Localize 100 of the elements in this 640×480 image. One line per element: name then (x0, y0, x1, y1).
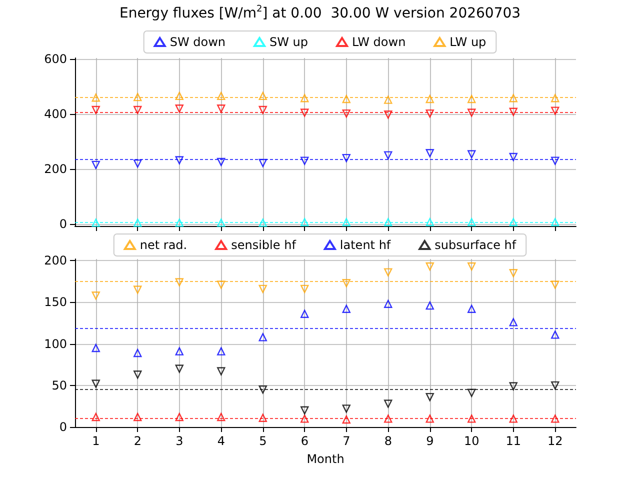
point (551, 94, 560, 102)
point (468, 108, 476, 117)
point (509, 152, 518, 162)
x-tick-label: 11 (506, 434, 522, 448)
x-tick-label: 12 (547, 434, 563, 448)
point (134, 159, 142, 168)
y-tick-label: 150 (44, 295, 67, 310)
y-tick-label: 50 (52, 378, 67, 392)
point (300, 284, 309, 294)
point (258, 158, 267, 168)
point (175, 347, 184, 356)
point (426, 94, 434, 104)
point (384, 96, 392, 104)
point (468, 304, 476, 313)
point (384, 151, 392, 160)
point (468, 262, 476, 271)
point (217, 92, 226, 100)
point (468, 388, 476, 397)
point (258, 106, 267, 114)
point (551, 218, 560, 226)
point (509, 94, 518, 102)
point (300, 156, 309, 165)
point (551, 106, 560, 115)
legend-label: SW down (170, 35, 226, 49)
x-tick-label: 8 (384, 434, 392, 448)
y-tick-label: 600 (44, 52, 67, 66)
point (551, 156, 560, 165)
point (551, 280, 560, 289)
point (134, 218, 142, 227)
x-axis-title: Month (306, 452, 344, 466)
point (258, 414, 267, 422)
point (384, 110, 392, 119)
point (175, 278, 184, 286)
point (384, 400, 392, 408)
point (217, 218, 226, 227)
legend-label: LW down (352, 35, 406, 49)
point (384, 268, 392, 276)
point (134, 370, 142, 379)
point (300, 310, 309, 318)
point (509, 318, 518, 326)
legend-label: net rad. (140, 238, 188, 252)
point (468, 414, 476, 423)
point (342, 109, 350, 118)
x-tick-label: 1 (92, 434, 100, 448)
point (342, 94, 350, 104)
point (258, 284, 267, 294)
y-tick-label: 200 (44, 254, 67, 268)
point (468, 150, 476, 158)
point (217, 367, 226, 376)
point (217, 104, 226, 113)
point (175, 412, 184, 422)
point (134, 412, 142, 422)
point (342, 415, 350, 424)
point (134, 348, 142, 358)
point (258, 218, 267, 227)
point (300, 108, 309, 117)
point (551, 414, 560, 423)
point (258, 385, 267, 394)
x-tick-label: 7 (342, 434, 350, 448)
point (468, 94, 476, 104)
point (92, 412, 100, 422)
point (175, 104, 184, 113)
point (92, 106, 100, 114)
y-tick-label: 200 (44, 162, 67, 176)
point (92, 380, 100, 388)
point (300, 406, 309, 414)
point (92, 218, 100, 227)
y-tick-label: 100 (44, 336, 67, 351)
x-tick-label: 4 (217, 434, 225, 448)
x-tick-label: 9 (426, 434, 434, 448)
point (342, 218, 350, 226)
point (92, 344, 100, 352)
point (426, 262, 434, 271)
point (426, 218, 434, 226)
point (175, 156, 184, 164)
x-tick-label: 2 (134, 434, 142, 448)
point (134, 286, 142, 294)
point (300, 414, 309, 423)
point (384, 300, 392, 308)
point (175, 92, 184, 100)
point (217, 280, 226, 289)
point (175, 218, 184, 227)
point (217, 347, 226, 356)
point (509, 414, 518, 423)
point (426, 109, 434, 118)
legend-label: subsurface hf (434, 238, 517, 252)
point (426, 301, 434, 310)
point (342, 154, 350, 162)
point (551, 381, 560, 390)
point (258, 92, 267, 100)
point (217, 412, 226, 422)
point (551, 330, 560, 339)
point (384, 414, 392, 423)
legend-label: SW up (270, 35, 308, 49)
point (92, 291, 100, 300)
point (134, 92, 142, 102)
y-tick-label: 0 (59, 420, 67, 434)
point (342, 404, 350, 413)
x-tick-label: 5 (259, 434, 267, 448)
y-tick-label: 400 (44, 107, 67, 122)
